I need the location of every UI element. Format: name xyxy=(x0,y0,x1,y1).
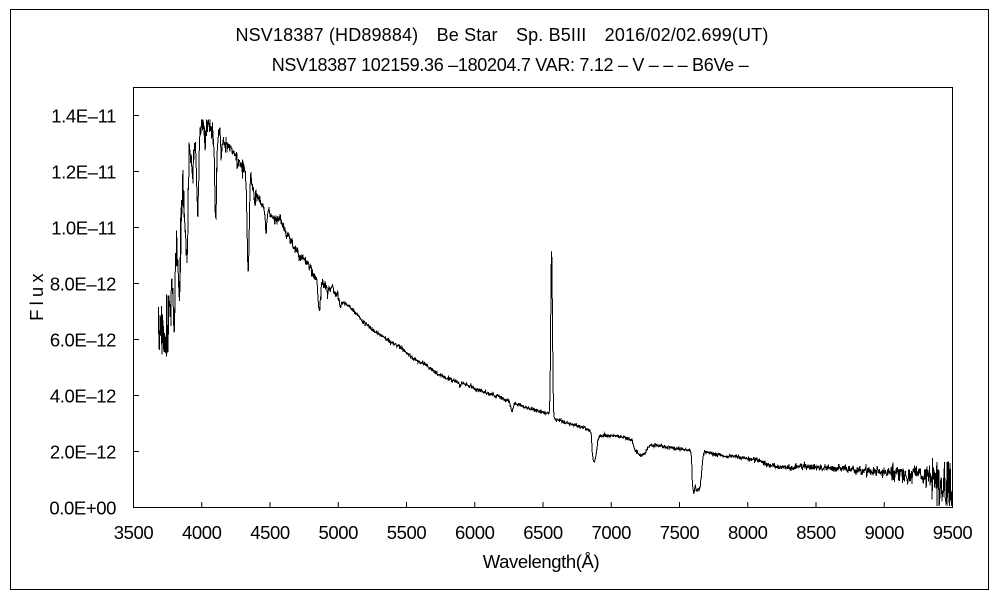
svg-text:8500: 8500 xyxy=(796,522,836,543)
svg-text:8.0E–12: 8.0E–12 xyxy=(50,274,116,295)
svg-text:7000: 7000 xyxy=(591,522,631,543)
svg-text:NSV18387 102159.36 –180204.7 V: NSV18387 102159.36 –180204.7 VAR: 7.12 –… xyxy=(272,55,749,75)
svg-text:9500: 9500 xyxy=(933,522,973,543)
svg-text:6.0E–12: 6.0E–12 xyxy=(50,330,116,351)
svg-text:9000: 9000 xyxy=(864,522,904,543)
svg-text:Wavelength(Å): Wavelength(Å) xyxy=(483,551,600,572)
svg-text:1.2E–11: 1.2E–11 xyxy=(51,162,116,183)
svg-text:0.0E+00: 0.0E+00 xyxy=(49,498,116,519)
svg-text:6500: 6500 xyxy=(523,522,563,543)
svg-text:2.0E–12: 2.0E–12 xyxy=(50,442,116,463)
svg-text:NSV18387 (HD89884) Be Star S: NSV18387 (HD89884) Be Star Sp. B5III 201… xyxy=(236,25,769,45)
svg-text:4000: 4000 xyxy=(182,522,222,543)
svg-text:5000: 5000 xyxy=(318,522,358,543)
svg-text:5500: 5500 xyxy=(387,522,427,543)
svg-text:6000: 6000 xyxy=(455,522,495,543)
svg-text:8000: 8000 xyxy=(728,522,768,543)
svg-text:4.0E–12: 4.0E–12 xyxy=(50,386,116,407)
svg-text:1.0E–11: 1.0E–11 xyxy=(51,218,116,239)
svg-text:3500: 3500 xyxy=(114,522,154,543)
svg-text:1.4E–11: 1.4E–11 xyxy=(51,106,116,127)
svg-text:7500: 7500 xyxy=(660,522,700,543)
svg-text:Flux: Flux xyxy=(26,269,47,321)
svg-text:4500: 4500 xyxy=(250,522,290,543)
